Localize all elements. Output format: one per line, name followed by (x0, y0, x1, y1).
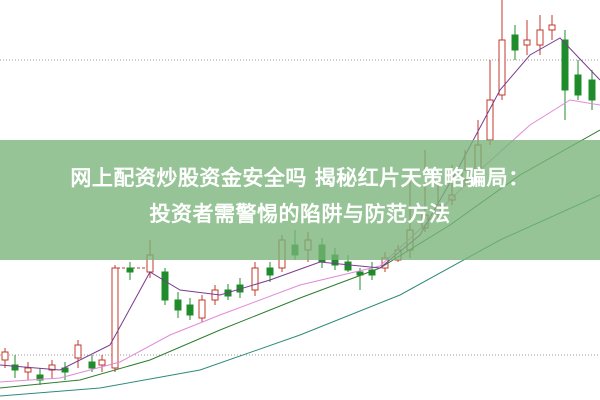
candle-down (561, 39, 569, 91)
candle-down (511, 34, 519, 51)
candle-up (98, 359, 106, 366)
candle-down (344, 261, 352, 271)
candle-down (174, 299, 182, 311)
headline-line-2: 投资者需警惕的陷阱与防范方法 (149, 202, 451, 226)
headline-line-1: 网上配资炒股资金安全吗 揭秘红片天策略骗局： (70, 166, 530, 190)
candle-down (11, 364, 19, 371)
moving-average-pink (0, 99, 600, 383)
candle-up (1, 351, 9, 361)
candle-down (126, 267, 134, 273)
candle-down (161, 271, 169, 301)
candle-down (574, 74, 582, 96)
candle-up (523, 39, 531, 46)
candle-up (498, 39, 506, 96)
headline: 网上配资炒股资金安全吗 揭秘红片天策略骗局： 投资者需警惕的陷阱与防范方法 (0, 160, 600, 232)
candle-up (74, 344, 82, 359)
candle-down (588, 79, 596, 101)
candle-up (24, 367, 32, 373)
candle-up (486, 99, 494, 141)
candle-down (186, 304, 194, 316)
candle-up (251, 267, 259, 291)
candle-up (48, 364, 56, 371)
candle-up (198, 299, 206, 319)
candle-up (111, 267, 119, 369)
moving-average-purple (0, 37, 600, 371)
headline-banner (0, 140, 600, 260)
candle-down (88, 361, 96, 369)
candle-down (36, 374, 44, 381)
candle-down (266, 267, 274, 276)
candle-up (536, 29, 544, 46)
candle-up (548, 24, 556, 31)
